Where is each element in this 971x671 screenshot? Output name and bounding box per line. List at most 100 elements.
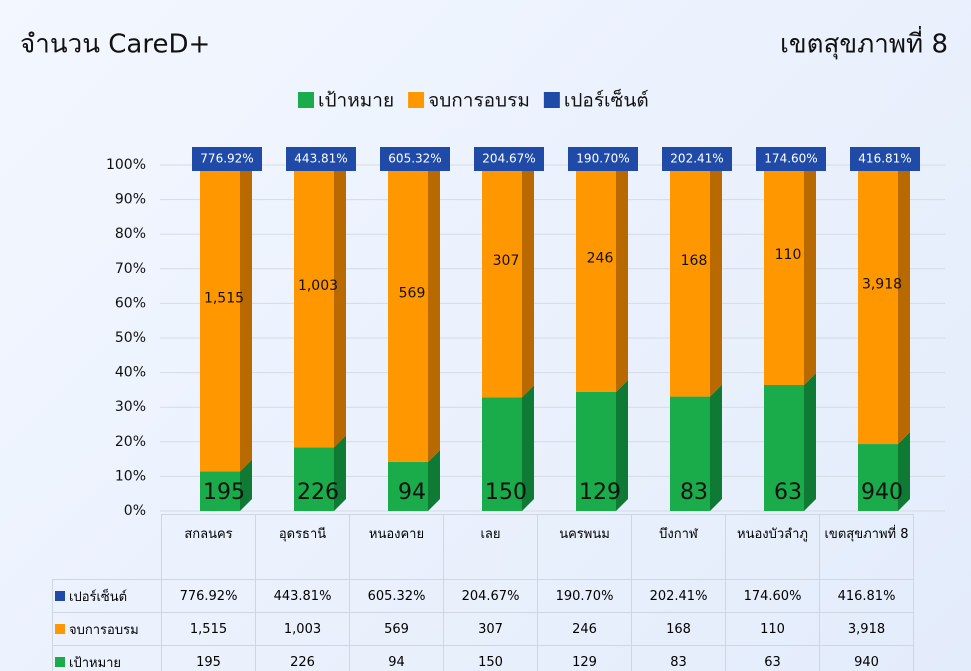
table-cell: 202.41% [631, 579, 726, 613]
legend-swatch [55, 623, 65, 634]
table-cell: 226 [255, 645, 350, 671]
x-tick-label: หนองคาย [349, 514, 444, 580]
x-tick-label: เลย [443, 514, 538, 580]
bar-side [804, 373, 816, 511]
percent-label: 605.32% [388, 152, 441, 166]
table-cell: 129 [537, 645, 632, 671]
bar-side [804, 153, 816, 385]
legend-label: เป้าหมาย [318, 90, 394, 112]
bar-segment [858, 444, 898, 511]
percent-label: 204.67% [482, 152, 535, 166]
data-table: สกลนคร อุดรธานี หนองคาย เลย นครพนม บึงกาฬ หนอง… [52, 514, 914, 671]
legend-swatch [408, 92, 425, 108]
table-row: จบการอบรม 1,515 1,003 569 307 246 168 110 3,918 [52, 612, 914, 646]
bar-side [710, 153, 722, 397]
bar-segment [388, 461, 428, 511]
legend-label: จบการอบรม [428, 90, 530, 112]
table-row: เปอร์เซ็นต์ 776.92% 443.81% 605.32% 204.67% 1… [52, 579, 914, 613]
percent-label-box [192, 147, 262, 171]
percent-label-box [756, 147, 826, 171]
row-label: จบการอบรม [69, 622, 139, 638]
chart-subtitle: เขตสุขภาพที่ 8 [780, 26, 948, 60]
table-row-name: เป้าหมาย [52, 645, 162, 671]
legend-label: เปอร์เซ็นต์ [564, 88, 649, 112]
table-cell: 569 [349, 612, 444, 646]
percent-label-box [850, 147, 920, 171]
bar-side [428, 153, 440, 462]
table-cell: 83 [631, 645, 726, 671]
y-tick-label: 0% [124, 503, 146, 519]
data-label: 246 [587, 250, 614, 266]
y-tick-label: 50% [115, 330, 146, 346]
table-cell: 174.60% [725, 579, 820, 613]
bar-segment [482, 397, 522, 511]
percent-label: 416.81% [858, 152, 911, 166]
table-row-name: เปอร์เซ็นต์ [52, 579, 162, 613]
bar-side [522, 153, 534, 398]
table-cell: 63 [725, 645, 820, 671]
y-tick-label: 70% [115, 261, 146, 277]
bar-side [616, 379, 628, 511]
percent-label-box [474, 147, 544, 171]
y-tick-label: 80% [115, 226, 146, 242]
table-row: เป้าหมาย 195 226 94 150 129 83 63 940 [52, 645, 914, 671]
data-label: 168 [681, 253, 708, 269]
bar-side [522, 385, 534, 511]
x-tick-label: หนองบัวลำภู [725, 514, 820, 580]
table-cell: 195 [161, 645, 256, 671]
table-cell: 605.32% [349, 579, 444, 613]
data-label: 1,003 [298, 278, 338, 294]
legend-swatch [543, 92, 560, 108]
x-tick-label: นครพนม [537, 514, 632, 580]
table-cell: 1,515 [161, 612, 256, 646]
bar-side [898, 432, 910, 511]
data-label: 940 [861, 480, 903, 505]
data-label: 94 [398, 480, 426, 505]
table-cell: 443.81% [255, 579, 350, 613]
bar-segment [482, 165, 522, 398]
legend-swatch [55, 590, 65, 601]
bar-segment [670, 396, 710, 511]
data-label: 3,918 [862, 277, 902, 293]
y-tick-label: 30% [115, 399, 146, 415]
table-header-row: สกลนคร อุดรธานี หนองคาย เลย นครพนม บึงกาฬ หนอง… [53, 514, 914, 580]
table-cell: 110 [725, 612, 820, 646]
bar-side [240, 153, 252, 472]
row-label: เปอร์เซ็นต์ [69, 589, 128, 605]
table-cell: 940 [819, 645, 914, 671]
bar-segment [858, 165, 898, 445]
row-label: เป้าหมาย [69, 655, 122, 671]
data-label: 226 [297, 480, 339, 505]
percent-label: 443.81% [294, 152, 347, 166]
data-label: 63 [774, 480, 802, 505]
percent-label-box [286, 147, 356, 171]
x-tick-label: สกลนคร [161, 514, 256, 580]
bar-segment [576, 165, 616, 392]
data-label: 110 [775, 247, 802, 263]
percent-label: 776.92% [200, 152, 253, 166]
table-cell: 3,918 [819, 612, 914, 646]
data-label: 150 [485, 480, 527, 505]
x-tick-label: บึงกาฬ [631, 514, 726, 580]
table-row-name: จบการอบรม [52, 612, 162, 646]
percent-label: 202.41% [670, 152, 723, 166]
table-cell: 416.81% [819, 579, 914, 613]
bar-side [710, 384, 722, 511]
table-cell: 150 [443, 645, 538, 671]
data-label: 83 [680, 480, 708, 505]
table-cell: 246 [537, 612, 632, 646]
bar-segment [294, 165, 334, 448]
percent-label-box [380, 147, 450, 171]
table-cell: 168 [631, 612, 726, 646]
bar-side [240, 459, 252, 511]
y-tick-label: 10% [115, 468, 146, 484]
y-tick-label: 60% [115, 295, 146, 311]
legend-swatch [55, 656, 65, 667]
percent-label-box [662, 147, 732, 171]
y-tick-label: 40% [115, 365, 146, 381]
bar-segment [200, 471, 240, 511]
data-label: 129 [579, 480, 621, 505]
data-label: 307 [493, 253, 520, 269]
bar-side [616, 153, 628, 392]
